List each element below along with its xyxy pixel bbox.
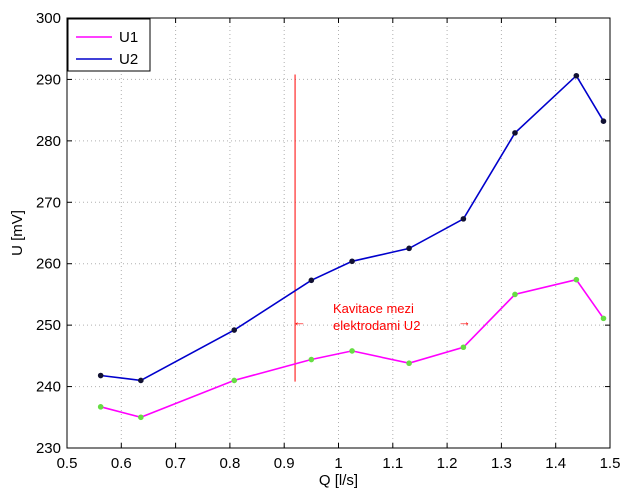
data-point-u1 <box>573 276 580 283</box>
x-tick-label: 1.5 <box>600 455 621 472</box>
data-point-u2 <box>406 245 412 252</box>
series-line-u2 <box>100 74 605 382</box>
data-point-u1 <box>460 344 467 351</box>
data-point-u2 <box>600 118 607 124</box>
data-point-u2 <box>573 72 580 79</box>
annotation: ← Kavitace mezi elektrodami U2 → <box>293 74 471 382</box>
x-tick-label: 1 <box>334 455 342 472</box>
annotation-arrow-right: → <box>458 314 471 329</box>
x-tick-label: 1.3 <box>491 455 512 472</box>
data-point-u2 <box>460 216 467 222</box>
y-tick-label: 270 <box>36 194 61 211</box>
y-axis-label: U [mV] <box>9 210 26 256</box>
data-point-u2 <box>349 258 355 265</box>
x-axis-label: Q [l/s] <box>319 472 358 489</box>
annotation-text-line-1: Kavitace mezi <box>333 301 414 316</box>
x-tick-label: 1.4 <box>545 455 566 472</box>
y-tick-label: 230 <box>36 440 61 457</box>
axis-ticks: 0.5 0.6 0.7 0.8 0.9 1 1.1 1.2 1.3 1.4 1.5 230 240 250… <box>36 10 620 472</box>
data-point-u1 <box>349 348 355 354</box>
data-point-u1 <box>512 291 518 298</box>
legend-box <box>67 18 151 72</box>
y-tick-label: 260 <box>36 256 61 273</box>
x-tick-label: 0.5 <box>57 455 78 472</box>
y-tick-label: 280 <box>36 133 61 150</box>
data-point-u2 <box>138 377 144 384</box>
x-tick-label: 0.8 <box>219 455 240 472</box>
x-tick-label: 0.9 <box>274 455 295 472</box>
series-group <box>97 72 607 421</box>
data-point-u2 <box>97 372 104 379</box>
legend: U1 U2 <box>67 18 151 72</box>
x-tick-label: 0.6 <box>111 455 132 472</box>
data-point-u1 <box>97 404 104 410</box>
y-tick-label: 300 <box>36 10 61 27</box>
data-point-u1 <box>600 315 607 322</box>
annotation-arrow-left: ← <box>293 314 306 329</box>
x-tick-label: 1.2 <box>437 455 458 472</box>
data-point-u1 <box>138 414 144 421</box>
legend-label-u1: U1 <box>119 29 138 46</box>
y-tick-label: 290 <box>36 71 61 88</box>
x-tick-label: 0.7 <box>165 455 186 472</box>
annotation-text-line-2: elektrodami U2 <box>333 318 420 333</box>
y-tick-label: 240 <box>36 379 61 396</box>
data-point-u1 <box>308 356 315 363</box>
data-point-u2 <box>308 277 315 284</box>
y-tick-label: 250 <box>36 317 61 334</box>
series-line-u1 <box>100 278 605 419</box>
legend-label-u2: U2 <box>119 51 138 68</box>
data-point-u1 <box>406 360 412 367</box>
data-point-u2 <box>231 327 238 333</box>
x-tick-label: 1.1 <box>382 455 403 472</box>
data-point-u1 <box>231 377 238 384</box>
grid <box>67 18 610 448</box>
data-point-u2 <box>512 130 518 136</box>
